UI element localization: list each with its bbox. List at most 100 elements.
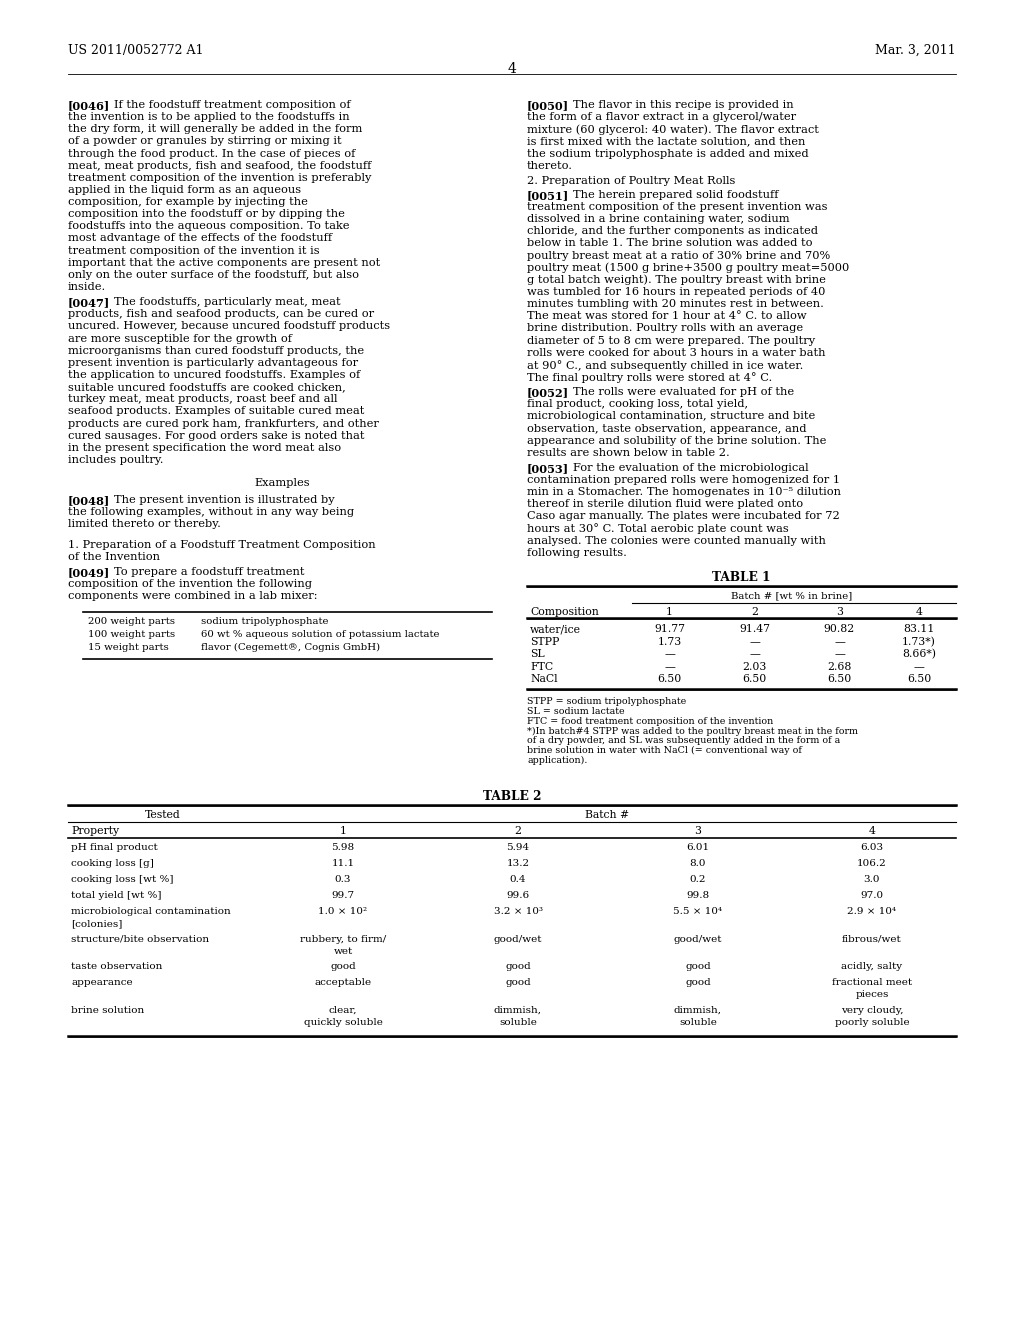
- Text: 11.1: 11.1: [332, 859, 354, 869]
- Text: water/ice: water/ice: [530, 624, 581, 634]
- Text: Composition: Composition: [530, 607, 599, 616]
- Text: brine distribution. Poultry rolls with an average: brine distribution. Poultry rolls with a…: [527, 323, 803, 334]
- Text: are more susceptible for the growth of: are more susceptible for the growth of: [68, 334, 292, 343]
- Text: If the foodstuff treatment composition of: If the foodstuff treatment composition o…: [114, 100, 350, 110]
- Text: acceptable: acceptable: [314, 978, 372, 987]
- Text: 0.3: 0.3: [335, 875, 351, 884]
- Text: poultry meat (1500 g brine+3500 g poultry meat=5000: poultry meat (1500 g brine+3500 g poultr…: [527, 263, 849, 273]
- Text: The rolls were evaluated for pH of the: The rolls were evaluated for pH of the: [572, 387, 794, 397]
- Text: STPP = sodium tripolyphosphate: STPP = sodium tripolyphosphate: [527, 697, 686, 706]
- Text: meat, meat products, fish and seafood, the foodstuff: meat, meat products, fish and seafood, t…: [68, 161, 372, 170]
- Text: diameter of 5 to 8 cm were prepared. The poultry: diameter of 5 to 8 cm were prepared. The…: [527, 335, 815, 346]
- Text: soluble: soluble: [679, 1018, 717, 1027]
- Text: —: —: [750, 649, 760, 659]
- Text: 2.68: 2.68: [827, 661, 852, 672]
- Text: 1.73*): 1.73*): [902, 636, 936, 647]
- Text: 6.50: 6.50: [907, 675, 931, 684]
- Text: 100 weight parts: 100 weight parts: [88, 630, 175, 639]
- Text: —: —: [835, 636, 845, 647]
- Text: microbiological contamination: microbiological contamination: [71, 907, 230, 916]
- Text: 0.2: 0.2: [690, 875, 707, 884]
- Text: [0051]: [0051]: [527, 190, 569, 201]
- Text: appearance and solubility of the brine solution. The: appearance and solubility of the brine s…: [527, 436, 826, 446]
- Text: important that the active components are present not: important that the active components are…: [68, 257, 380, 268]
- Text: 6.50: 6.50: [657, 675, 682, 684]
- Text: 4: 4: [868, 826, 876, 836]
- Text: hours at 30° C. Total aerobic plate count was: hours at 30° C. Total aerobic plate coun…: [527, 524, 788, 535]
- Text: The flavor in this recipe is provided in: The flavor in this recipe is provided in: [572, 100, 794, 110]
- Text: 99.8: 99.8: [686, 891, 710, 900]
- Text: NaCl: NaCl: [530, 675, 558, 684]
- Text: poultry breast meat at a ratio of 30% brine and 70%: poultry breast meat at a ratio of 30% br…: [527, 251, 830, 260]
- Text: was tumbled for 16 hours in repeated periods of 40: was tumbled for 16 hours in repeated per…: [527, 286, 825, 297]
- Text: *)In batch#4 STPP was added to the poultry breast meat in the form: *)In batch#4 STPP was added to the poult…: [527, 726, 858, 735]
- Text: appearance: appearance: [71, 978, 133, 987]
- Text: includes poultry.: includes poultry.: [68, 455, 164, 465]
- Text: [0050]: [0050]: [527, 100, 569, 111]
- Text: 1. Preparation of a Foodstuff Treatment Composition: 1. Preparation of a Foodstuff Treatment …: [68, 540, 376, 549]
- Text: wet: wet: [334, 946, 352, 956]
- Text: composition into the foodstuff or by dipping the: composition into the foodstuff or by dip…: [68, 210, 345, 219]
- Text: taste observation: taste observation: [71, 962, 163, 972]
- Text: 83.11: 83.11: [903, 624, 935, 634]
- Text: most advantage of the effects of the foodstuff: most advantage of the effects of the foo…: [68, 234, 332, 243]
- Text: 0.4: 0.4: [510, 875, 526, 884]
- Text: 8.0: 8.0: [690, 859, 707, 869]
- Text: FTC = food treatment composition of the invention: FTC = food treatment composition of the …: [527, 717, 773, 726]
- Text: foodstuffs into the aqueous composition. To take: foodstuffs into the aqueous composition.…: [68, 222, 349, 231]
- Text: 13.2: 13.2: [507, 859, 529, 869]
- Text: 1.0 × 10²: 1.0 × 10²: [318, 907, 368, 916]
- Text: cooking loss [wt %]: cooking loss [wt %]: [71, 875, 173, 884]
- Text: inside.: inside.: [68, 282, 106, 292]
- Text: composition, for example by injecting the: composition, for example by injecting th…: [68, 197, 308, 207]
- Text: uncured. However, because uncured foodstuff products: uncured. However, because uncured foodst…: [68, 322, 390, 331]
- Text: 6.50: 6.50: [742, 675, 767, 684]
- Text: The herein prepared solid foodstuff: The herein prepared solid foodstuff: [572, 190, 778, 199]
- Text: 91.77: 91.77: [654, 624, 685, 634]
- Text: 97.0: 97.0: [860, 891, 884, 900]
- Text: The meat was stored for 1 hour at 4° C. to allow: The meat was stored for 1 hour at 4° C. …: [527, 312, 807, 321]
- Text: good: good: [330, 962, 356, 972]
- Text: [0049]: [0049]: [68, 566, 111, 578]
- Text: 6.03: 6.03: [860, 843, 884, 853]
- Text: dimmish,: dimmish,: [674, 1006, 722, 1015]
- Text: Examples: Examples: [255, 478, 310, 488]
- Text: components were combined in a lab mixer:: components were combined in a lab mixer:: [68, 591, 317, 601]
- Text: only on the outer surface of the foodstuff, but also: only on the outer surface of the foodstu…: [68, 269, 359, 280]
- Text: seafood products. Examples of suitable cured meat: seafood products. Examples of suitable c…: [68, 407, 365, 416]
- Text: contamination prepared rolls were homogenized for 1: contamination prepared rolls were homoge…: [527, 475, 840, 484]
- Text: 4: 4: [508, 62, 516, 77]
- Text: g total batch weight). The poultry breast with brine: g total batch weight). The poultry breas…: [527, 275, 826, 285]
- Text: acidly, salty: acidly, salty: [842, 962, 902, 972]
- Text: 1: 1: [666, 607, 673, 616]
- Text: dissolved in a brine containing water, sodium: dissolved in a brine containing water, s…: [527, 214, 790, 224]
- Text: very cloudy,: very cloudy,: [841, 1006, 903, 1015]
- Text: mixture (60 glycerol: 40 water). The flavor extract: mixture (60 glycerol: 40 water). The fla…: [527, 124, 819, 135]
- Text: cooking loss [g]: cooking loss [g]: [71, 859, 154, 869]
- Text: 2: 2: [514, 826, 521, 836]
- Text: thereto.: thereto.: [527, 161, 573, 170]
- Text: The final poultry rolls were stored at 4° C.: The final poultry rolls were stored at 4…: [527, 372, 772, 383]
- Text: products, fish and seafood products, can be cured or: products, fish and seafood products, can…: [68, 309, 374, 319]
- Text: 99.6: 99.6: [507, 891, 529, 900]
- Text: through the food product. In the case of pieces of: through the food product. In the case of…: [68, 149, 355, 158]
- Text: products are cured pork ham, frankfurters, and other: products are cured pork ham, frankfurter…: [68, 418, 379, 429]
- Text: 15 weight parts: 15 weight parts: [88, 643, 169, 652]
- Text: poorly soluble: poorly soluble: [835, 1018, 909, 1027]
- Text: min in a Stomacher. The homogenates in 10⁻⁵ dilution: min in a Stomacher. The homogenates in 1…: [527, 487, 841, 498]
- Text: suitable uncured foodstuffs are cooked chicken,: suitable uncured foodstuffs are cooked c…: [68, 381, 346, 392]
- Text: soluble: soluble: [499, 1018, 537, 1027]
- Text: Caso agar manually. The plates were incubated for 72: Caso agar manually. The plates were incu…: [527, 511, 840, 521]
- Text: Tested: Tested: [145, 810, 181, 820]
- Text: US 2011/0052772 A1: US 2011/0052772 A1: [68, 44, 204, 57]
- Text: pieces: pieces: [855, 990, 889, 999]
- Text: FTC: FTC: [530, 661, 553, 672]
- Text: SL: SL: [530, 649, 545, 659]
- Text: present invention is particularly advantageous for: present invention is particularly advant…: [68, 358, 358, 368]
- Text: quickly soluble: quickly soluble: [303, 1018, 382, 1027]
- Text: the form of a flavor extract in a glycerol/water: the form of a flavor extract in a glycer…: [527, 112, 796, 123]
- Text: good: good: [505, 978, 530, 987]
- Text: [0048]: [0048]: [68, 495, 111, 506]
- Text: is first mixed with the lactate solution, and then: is first mixed with the lactate solution…: [527, 136, 805, 147]
- Text: [colonies]: [colonies]: [71, 919, 123, 928]
